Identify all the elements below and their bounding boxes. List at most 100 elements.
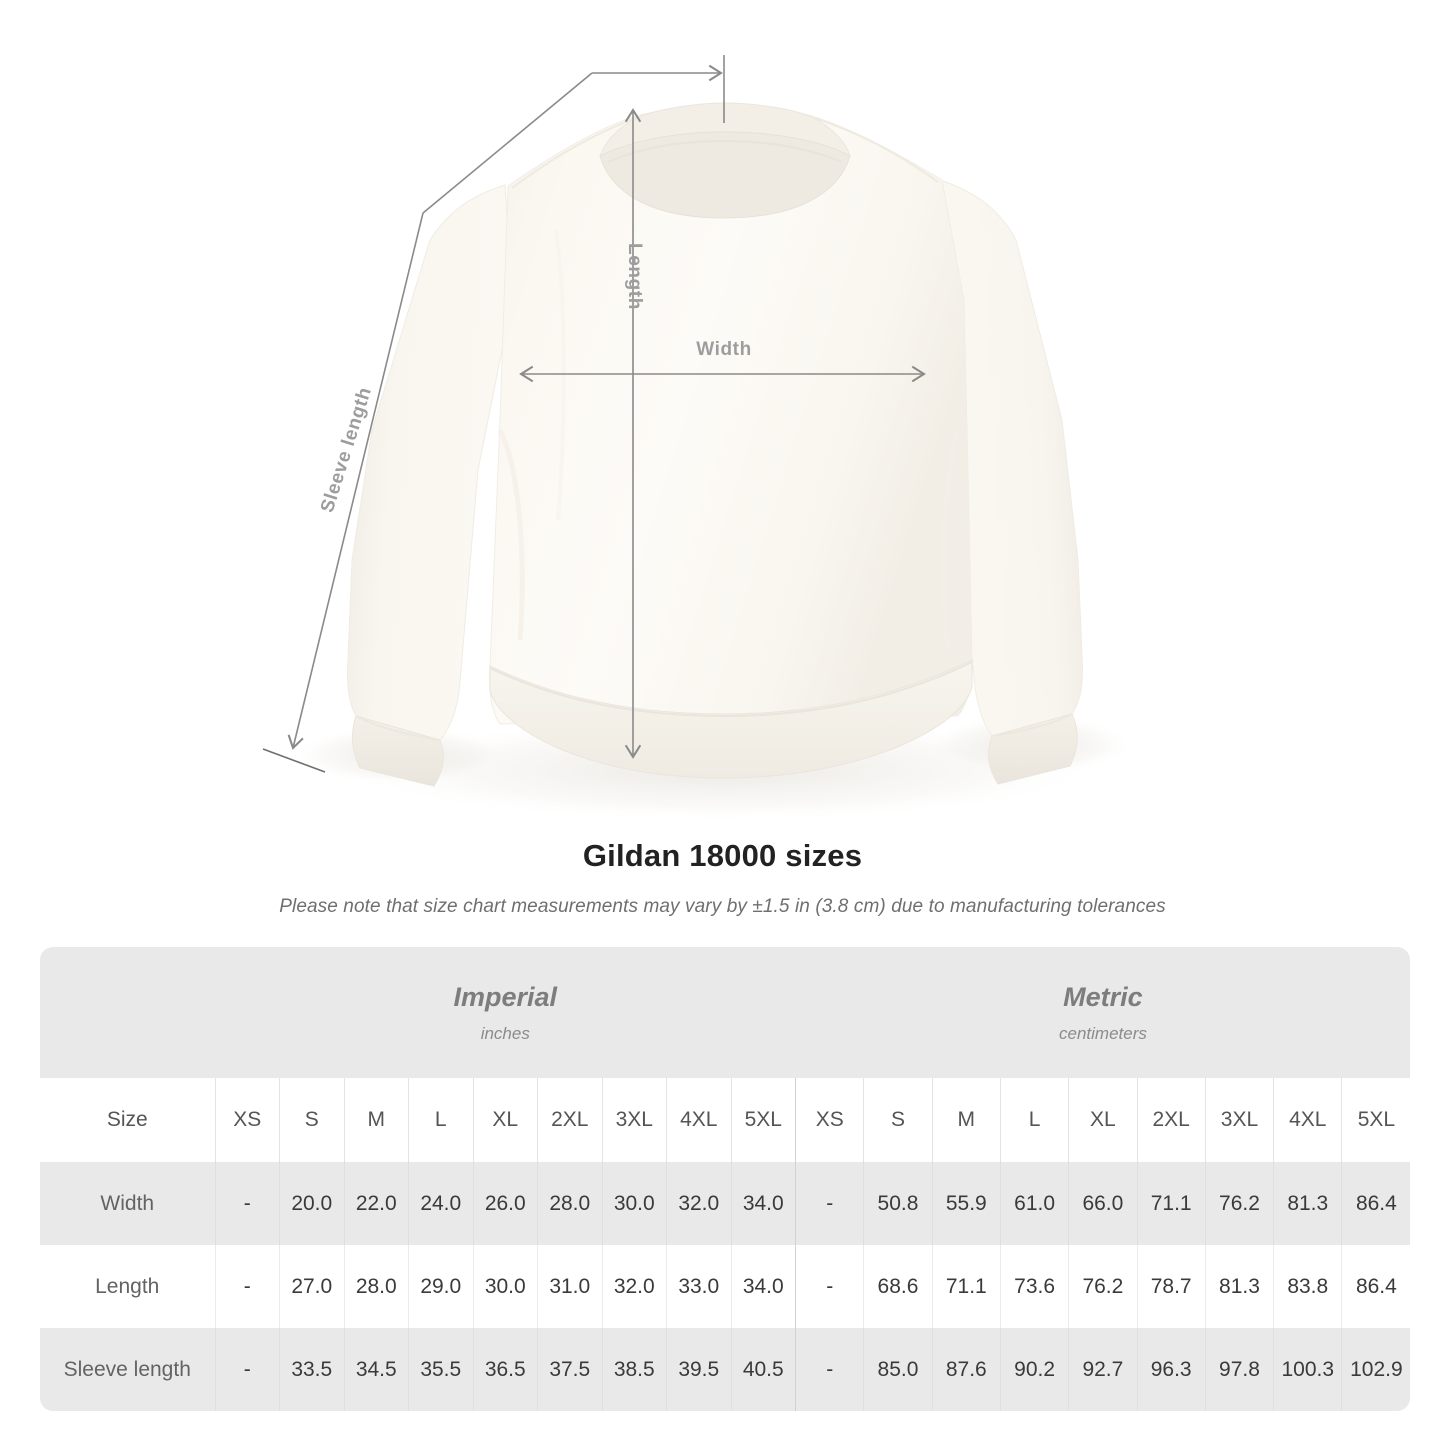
measurement-overlay [262, 55, 926, 773]
cell-length-imperial-xl: 30.0 [472, 1245, 538, 1328]
table-row: Length -27.0 28.0 29.0 30.0 31.0 32.0 33.0 34.0-… [40, 1245, 1411, 1328]
header-cell-imperial-3xl: 3XL [601, 1078, 667, 1162]
sweatshirt-diagram [262, 55, 1135, 822]
cell-width-imperial-s: 20.0 [279, 1162, 344, 1245]
header-cell-metric-s: S [863, 1078, 933, 1162]
cell-length-imperial-4xl: 33.0 [666, 1245, 731, 1328]
cell-width-imperial-m: 22.0 [343, 1162, 409, 1245]
cell-length-metric-m: 71.1 [931, 1245, 1001, 1328]
hem-seam [489, 661, 973, 718]
header-cell-metric-2xl: 2XL [1136, 1078, 1206, 1162]
cell-width-imperial-xl: 26.0 [472, 1162, 538, 1245]
left-shoulder-seam [511, 116, 637, 189]
body-fold-right [941, 429, 961, 651]
right-shoulder-seam [813, 116, 939, 183]
cell-length-imperial-l: 29.0 [408, 1245, 473, 1328]
cell-length-imperial-m: 28.0 [343, 1245, 409, 1328]
unit-banner-imperial: Imperial inches [215, 947, 796, 1078]
left-cuff [352, 715, 444, 787]
size-chart-table: Imperial inches Metric centimeters Size XS S M L… [40, 947, 1411, 1411]
cell-sleeve-length-imperial-s: 33.5 [279, 1328, 344, 1411]
sleeve-shoulder-segment [422, 72, 593, 214]
left-cuff-seam [355, 715, 441, 741]
cell-width-metric-xl: 66.0 [1068, 1162, 1138, 1245]
cell-width-metric-2xl: 71.1 [1136, 1162, 1206, 1245]
cell-length-imperial-s: 27.0 [279, 1245, 344, 1328]
cell-sleeve-length-metric-s: 85.0 [863, 1328, 933, 1411]
header-cell-metric-l: L [999, 1078, 1069, 1162]
cell-length-metric-3xl: 81.3 [1204, 1245, 1274, 1328]
cell-width-imperial-5xl: 34.0 [730, 1162, 796, 1245]
right-cuff-seam [991, 713, 1073, 737]
cell-sleeve-length-imperial-4xl: 39.5 [666, 1328, 731, 1411]
cell-sleeve-length-metric-2xl: 96.3 [1136, 1328, 1206, 1411]
cell-sleeve-length-metric-xs: - [795, 1328, 864, 1411]
row-label-sleeve-length: Sleeve length [40, 1328, 215, 1411]
cell-sleeve-length-imperial-l: 35.5 [408, 1328, 473, 1411]
header-cell-metric-3xl: 3XL [1204, 1078, 1274, 1162]
cell-length-metric-xl: 76.2 [1068, 1245, 1138, 1328]
header-cell-imperial-4xl: 4XL [666, 1078, 731, 1162]
cell-sleeve-length-imperial-3xl: 38.5 [601, 1328, 667, 1411]
table-row: Width -20.0 22.0 24.0 26.0 28.0 30.0 32.0 34.0-5… [40, 1162, 1411, 1245]
cell-length-metric-s: 68.6 [863, 1245, 933, 1328]
cell-sleeve-length-metric-l: 90.2 [999, 1328, 1069, 1411]
cell-sleeve-length-metric-5xl: 102.9 [1341, 1328, 1411, 1411]
cell-length-imperial-xs: - [214, 1245, 280, 1328]
right-cuff [988, 713, 1078, 785]
header-cell-metric-4xl: 4XL [1273, 1078, 1342, 1162]
cell-width-imperial-2xl: 28.0 [537, 1162, 602, 1245]
header-cell-imperial-m: M [343, 1078, 409, 1162]
cell-sleeve-length-metric-m: 87.6 [931, 1328, 1001, 1411]
cell-length-metric-xs: - [795, 1245, 864, 1328]
unit-name-metric: Metric [1063, 981, 1143, 1012]
garment-illustration-panel: Length Width Sleeve length [262, 55, 1135, 822]
cell-sleeve-length-imperial-xl: 36.5 [472, 1328, 538, 1411]
unit-banner-row: Imperial inches Metric centimeters [40, 947, 1411, 1078]
header-cell-metric-xs: XS [795, 1078, 864, 1162]
cell-width-imperial-4xl: 32.0 [666, 1162, 731, 1245]
header-cell-metric-5xl: 5XL [1341, 1078, 1411, 1162]
cell-width-imperial-3xl: 30.0 [601, 1162, 667, 1245]
cell-length-metric-2xl: 78.7 [1136, 1245, 1206, 1328]
table-row: Sleeve length -33.5 34.5 35.5 36.5 37.5 38.5 39… [40, 1328, 1411, 1411]
unit-name-imperial: Imperial [453, 981, 558, 1012]
bottom-hem [489, 659, 973, 779]
header-cell-imperial-5xl: 5XL [730, 1078, 796, 1162]
sleeve-end-tick [262, 748, 326, 773]
collar-opening [599, 131, 851, 219]
cell-width-metric-3xl: 76.2 [1204, 1162, 1274, 1245]
cell-sleeve-length-metric-4xl: 100.3 [1273, 1328, 1342, 1411]
cell-width-metric-4xl: 81.3 [1273, 1162, 1342, 1245]
tolerance-note: Please note that size chart measurements… [279, 896, 1166, 917]
sleeve-dimension-line [287, 212, 424, 750]
body-fold-center-left [554, 229, 566, 521]
cell-width-metric-5xl: 86.4 [1341, 1162, 1411, 1245]
cell-length-metric-4xl: 83.8 [1273, 1245, 1342, 1328]
cell-sleeve-length-metric-xl: 92.7 [1068, 1328, 1138, 1411]
cell-width-imperial-l: 24.0 [408, 1162, 473, 1245]
size-header-row: Size XS S M L XL 2XL 3XL 4XL 5XL XS S M L XL 2XL 3XL 4XL 5… [40, 1078, 1411, 1162]
cell-width-imperial-xs: - [214, 1162, 280, 1245]
unit-banner-metric: Metric centimeters [795, 947, 1411, 1078]
body-fold-left [497, 428, 525, 641]
cell-sleeve-length-metric-3xl: 97.8 [1204, 1328, 1274, 1411]
cell-length-metric-5xl: 86.4 [1341, 1245, 1411, 1328]
unit-sub-metric: centimeters [1059, 1023, 1147, 1043]
size-chart-table-wrapper: Imperial inches Metric centimeters Size XS S M L… [40, 947, 1411, 1411]
cell-sleeve-length-imperial-5xl: 40.5 [730, 1328, 796, 1411]
header-cell-metric-m: M [931, 1078, 1001, 1162]
cell-width-metric-xs: - [795, 1162, 864, 1245]
width-label: Width [696, 339, 752, 360]
cell-length-imperial-5xl: 34.0 [730, 1245, 796, 1328]
cell-length-imperial-2xl: 31.0 [537, 1245, 602, 1328]
length-label: Length [624, 243, 645, 310]
header-cell-metric-xl: XL [1068, 1078, 1138, 1162]
row-label-length: Length [40, 1245, 215, 1328]
cell-sleeve-length-imperial-xs: - [214, 1328, 280, 1411]
header-cell-imperial-2xl: 2XL [537, 1078, 602, 1162]
cell-sleeve-length-imperial-2xl: 37.5 [537, 1328, 602, 1411]
cell-sleeve-length-imperial-m: 34.5 [343, 1328, 409, 1411]
cell-width-metric-m: 55.9 [931, 1162, 1001, 1245]
header-cell-imperial-xs: XS [214, 1078, 280, 1162]
